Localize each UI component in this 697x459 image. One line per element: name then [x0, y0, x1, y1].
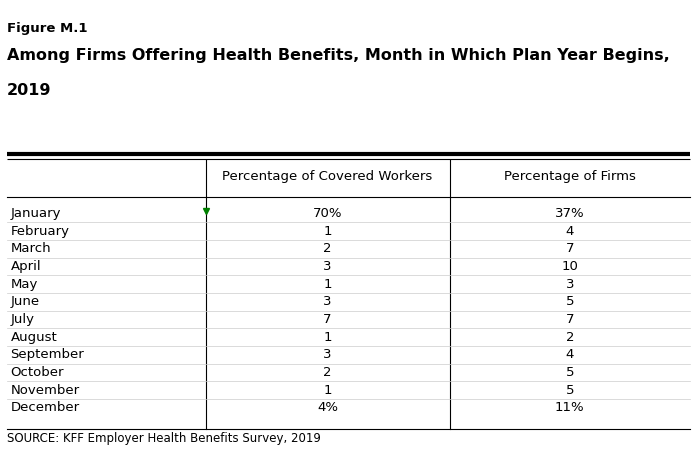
Text: 1: 1	[323, 278, 332, 291]
Text: January: January	[10, 207, 61, 220]
Text: 4%: 4%	[317, 401, 338, 414]
Text: 7: 7	[565, 313, 574, 326]
Text: 1: 1	[323, 224, 332, 238]
Text: June: June	[10, 295, 40, 308]
Text: Among Firms Offering Health Benefits, Month in Which Plan Year Begins,: Among Firms Offering Health Benefits, Mo…	[7, 48, 670, 63]
Text: Figure M.1: Figure M.1	[7, 22, 87, 35]
Text: February: February	[10, 224, 70, 238]
Text: October: October	[10, 366, 64, 379]
Text: 4: 4	[565, 224, 574, 238]
Text: 3: 3	[323, 348, 332, 361]
Text: Percentage of Covered Workers: Percentage of Covered Workers	[222, 170, 433, 183]
Text: 3: 3	[323, 295, 332, 308]
Text: 7: 7	[323, 313, 332, 326]
Text: 5: 5	[565, 366, 574, 379]
Text: May: May	[10, 278, 38, 291]
Text: December: December	[10, 401, 79, 414]
Text: 2: 2	[565, 330, 574, 344]
Text: 70%: 70%	[313, 207, 342, 220]
Text: 37%: 37%	[555, 207, 585, 220]
Text: SOURCE: KFF Employer Health Benefits Survey, 2019: SOURCE: KFF Employer Health Benefits Sur…	[7, 432, 321, 445]
Text: 5: 5	[565, 295, 574, 308]
Text: 11%: 11%	[555, 401, 585, 414]
Text: August: August	[10, 330, 57, 344]
Text: 1: 1	[323, 330, 332, 344]
Text: 2: 2	[323, 242, 332, 255]
Text: 7: 7	[565, 242, 574, 255]
Text: April: April	[10, 260, 41, 273]
Text: 2019: 2019	[7, 83, 52, 98]
Text: 3: 3	[565, 278, 574, 291]
Text: 2: 2	[323, 366, 332, 379]
Text: September: September	[10, 348, 84, 361]
Text: November: November	[10, 384, 79, 397]
Text: 1: 1	[323, 384, 332, 397]
Text: July: July	[10, 313, 34, 326]
Text: March: March	[10, 242, 51, 255]
Text: 5: 5	[565, 384, 574, 397]
Text: 10: 10	[561, 260, 579, 273]
Text: 4: 4	[565, 348, 574, 361]
Text: 3: 3	[323, 260, 332, 273]
Text: Percentage of Firms: Percentage of Firms	[504, 170, 636, 183]
